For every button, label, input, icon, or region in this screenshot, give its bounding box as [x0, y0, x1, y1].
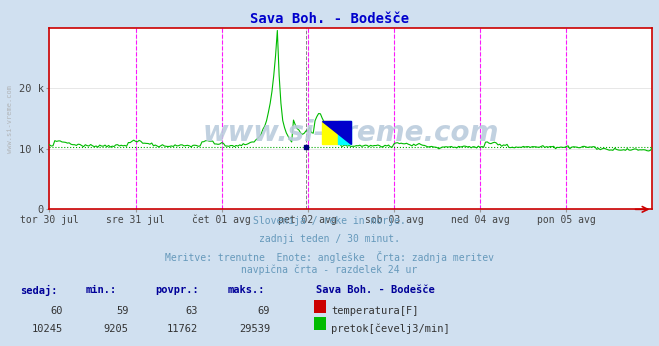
Text: www.si-vreme.com: www.si-vreme.com — [7, 84, 13, 153]
Text: 59: 59 — [116, 306, 129, 316]
Text: 10245: 10245 — [32, 324, 63, 334]
Text: 69: 69 — [258, 306, 270, 316]
Text: 60: 60 — [50, 306, 63, 316]
Text: Meritve: trenutne  Enote: angleške  Črta: zadnja meritev: Meritve: trenutne Enote: angleške Črta: … — [165, 251, 494, 263]
Bar — [338, 121, 351, 144]
Text: min.:: min.: — [86, 285, 117, 295]
Text: 9205: 9205 — [103, 324, 129, 334]
Text: zadnji teden / 30 minut.: zadnji teden / 30 minut. — [259, 234, 400, 244]
Text: pretok[čevelj3/min]: pretok[čevelj3/min] — [331, 324, 450, 334]
Text: 29539: 29539 — [239, 324, 270, 334]
Text: Sava Boh. - Bodešče: Sava Boh. - Bodešče — [250, 12, 409, 26]
Bar — [322, 121, 338, 144]
Text: maks.:: maks.: — [227, 285, 265, 295]
Text: Slovenija / reke in morje.: Slovenija / reke in morje. — [253, 216, 406, 226]
Text: 63: 63 — [185, 306, 198, 316]
Text: temperatura[F]: temperatura[F] — [331, 306, 419, 316]
Text: sedaj:: sedaj: — [20, 285, 57, 297]
Text: povpr.:: povpr.: — [155, 285, 198, 295]
Text: www.si-vreme.com: www.si-vreme.com — [203, 119, 499, 147]
Text: 11762: 11762 — [167, 324, 198, 334]
Polygon shape — [322, 121, 351, 144]
Text: Sava Boh. - Bodešče: Sava Boh. - Bodešče — [316, 285, 435, 295]
Text: navpična črta - razdelek 24 ur: navpična črta - razdelek 24 ur — [241, 265, 418, 275]
